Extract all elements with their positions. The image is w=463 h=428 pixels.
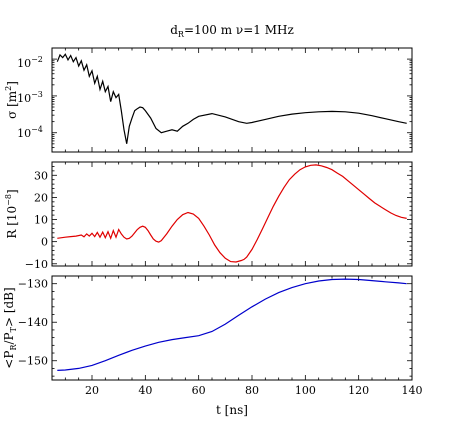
x-tick-label-100: 100	[295, 384, 316, 397]
sigma-panel: σ [m2] 10−2 10−3 10−4	[4, 47, 413, 153]
power-x-ticks	[51, 276, 413, 380]
sigma-y-tick-label-1e-2: 10−2	[17, 55, 43, 70]
r-y-ticks	[52, 161, 412, 265]
power-plot-frame	[51, 275, 413, 381]
sigma-y-tick-label-1e-4: 10−4	[17, 125, 43, 140]
x-tick-label-20: 20	[85, 384, 99, 397]
r-panel: R [10−8] −10 0 10 20 30	[4, 161, 413, 271]
x-tick-label-80: 80	[245, 384, 259, 397]
sigma-y-tick-labels: 10−2 10−3 10−4	[17, 55, 43, 140]
sigma-x-ticks	[51, 48, 413, 152]
power-y-tick-label-1: −140	[18, 316, 48, 329]
r-curve	[57, 164, 407, 263]
r-y-tick-label-2: 10	[34, 214, 48, 227]
r-y-axis-label: R [10−8]	[4, 189, 19, 238]
power-y-tick-labels: −150 −140 −130	[18, 278, 48, 368]
r-y-tick-label-0: −10	[25, 258, 48, 271]
power-y-axis-label: <PR/PT> [dB]	[2, 287, 18, 368]
r-plot-frame	[51, 161, 413, 267]
power-y-tick-label-2: −130	[18, 278, 48, 291]
sigma-y-tick-label-1e-3: 10−3	[17, 90, 43, 105]
x-axis-label: t [ns]	[216, 403, 248, 417]
x-tick-labels: 20 40 60 80 100 120 140	[85, 384, 423, 397]
r-y-tick-labels: −10 0 10 20 30	[25, 169, 48, 271]
x-tick-label-40: 40	[138, 384, 152, 397]
figure-title: dR=100 m ν=1 MHz	[170, 23, 294, 39]
r-y-tick-label-4: 30	[34, 169, 48, 182]
x-tick-label-60: 60	[192, 384, 206, 397]
sigma-y-ticks	[52, 47, 412, 153]
x-tick-label-140: 140	[402, 384, 423, 397]
power-panel: <PR/PT> [dB] −150 −140 −130 20 40 60 80 100 120…	[2, 275, 423, 397]
sigma-plot-frame	[51, 47, 413, 153]
r-x-ticks	[51, 162, 413, 266]
x-tick-label-120: 120	[348, 384, 369, 397]
r-y-tick-label-3: 20	[34, 191, 48, 204]
power-y-tick-label-0: −150	[18, 355, 48, 368]
power-curve	[57, 278, 407, 371]
power-y-ticks	[52, 275, 412, 377]
sigma-y-axis-label: σ [m2]	[4, 81, 19, 119]
sigma-curve	[56, 53, 407, 144]
r-y-tick-label-1: 0	[41, 236, 48, 249]
